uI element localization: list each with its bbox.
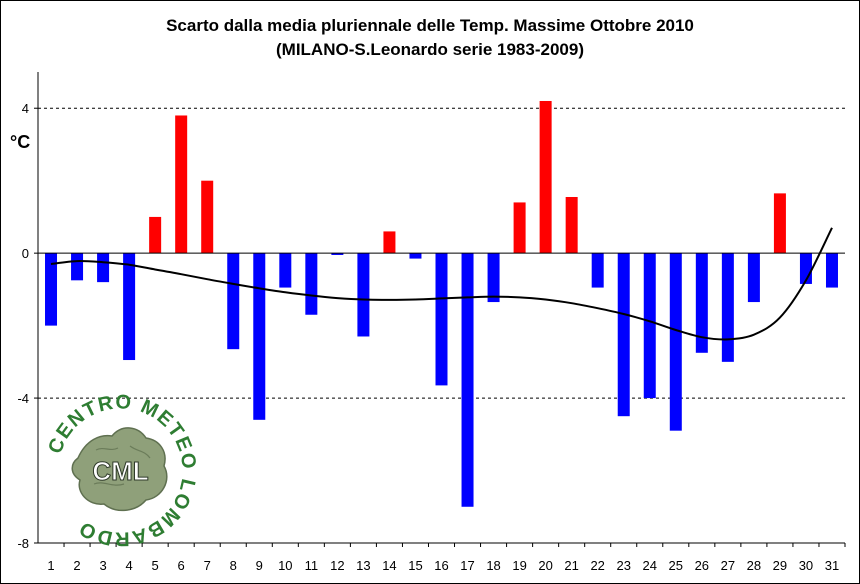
trend-line [50,227,833,341]
chart-title: Scarto dalla media pluriennale delle Tem… [0,14,860,62]
x-tick-label: 19 [512,558,526,573]
x-tick-label: 1 [47,558,54,573]
x-tick-label: 12 [330,558,344,573]
bar [513,202,526,254]
x-tick-label: 27 [721,558,735,573]
bar [487,253,500,303]
x-tick-label: 29 [773,558,787,573]
bar [643,253,656,399]
cml-logo: CML CENTRO METEO LOMBARDO [44,391,198,549]
y-tick-label: -4 [17,391,29,406]
x-tick-label: 3 [99,558,106,573]
x-tick-label: 10 [278,558,292,573]
y-tick-label: -8 [17,536,29,551]
bars-layer [45,100,838,507]
bar [539,100,552,254]
x-tick-label: 24 [643,558,657,573]
x-tick-label: 6 [178,558,185,573]
x-tick-label: 22 [590,558,604,573]
bar [617,253,630,417]
bar [669,253,682,431]
x-tick-label: 20 [538,558,552,573]
logo-text: CML [92,456,148,486]
x-tick-label: 9 [256,558,263,573]
bar [123,253,136,361]
x-tick-label: 30 [799,558,813,573]
bar [279,253,292,288]
bar [591,253,604,288]
x-tick-label: 21 [564,558,578,573]
x-tick-label: 26 [695,558,709,573]
y-tick-label: 4 [22,101,29,116]
bar [747,253,760,303]
bar [773,193,786,254]
bar [435,253,448,386]
bar [175,115,188,254]
bar [461,253,474,507]
x-tick-label: 4 [125,558,132,573]
bar [383,231,396,254]
x-tick-label: 8 [230,558,237,573]
x-tick-label: 2 [73,558,80,573]
lombardy-map-icon [71,427,168,512]
x-tick-label: 17 [460,558,474,573]
bar [45,253,58,326]
x-tick-label: 13 [356,558,370,573]
bar [227,253,240,350]
bar [201,180,214,254]
x-tick-label: 23 [616,558,630,573]
x-tick-label: 7 [204,558,211,573]
bar [71,253,84,281]
bar [305,253,318,315]
bar [331,253,344,255]
x-tick-label: 25 [669,558,683,573]
x-tick-label: 31 [825,558,839,573]
y-tick-label: 0 [22,246,29,261]
bar [409,253,422,259]
trend-layer [50,227,833,341]
bar [357,253,370,337]
x-tick-label: 5 [152,558,159,573]
x-tick-label: 18 [486,558,500,573]
x-tick-label: 16 [434,558,448,573]
x-tick-label: 14 [382,558,396,573]
bar [695,253,708,353]
x-tick-label: 28 [747,558,761,573]
x-tick-label: 15 [408,558,422,573]
bar [97,253,110,283]
x-tick-label: 11 [305,558,319,573]
title-line-2: (MILANO-S.Leonardo serie 1983-2009) [276,40,584,59]
bar [565,196,578,254]
bar [253,253,266,420]
labels-layer: 40-4-81 2 3 4 5 6 7 8 9 10 11 12 13 14 15 16 17 18 19 20 21 2… [17,101,839,573]
axis-layer [34,72,846,547]
bar [825,253,838,288]
y-axis-unit-label: °C [10,132,31,152]
bar [149,216,162,254]
bar [721,253,734,362]
title-line-1: Scarto dalla media pluriennale delle Tem… [166,16,694,35]
grid-layer [38,107,845,399]
